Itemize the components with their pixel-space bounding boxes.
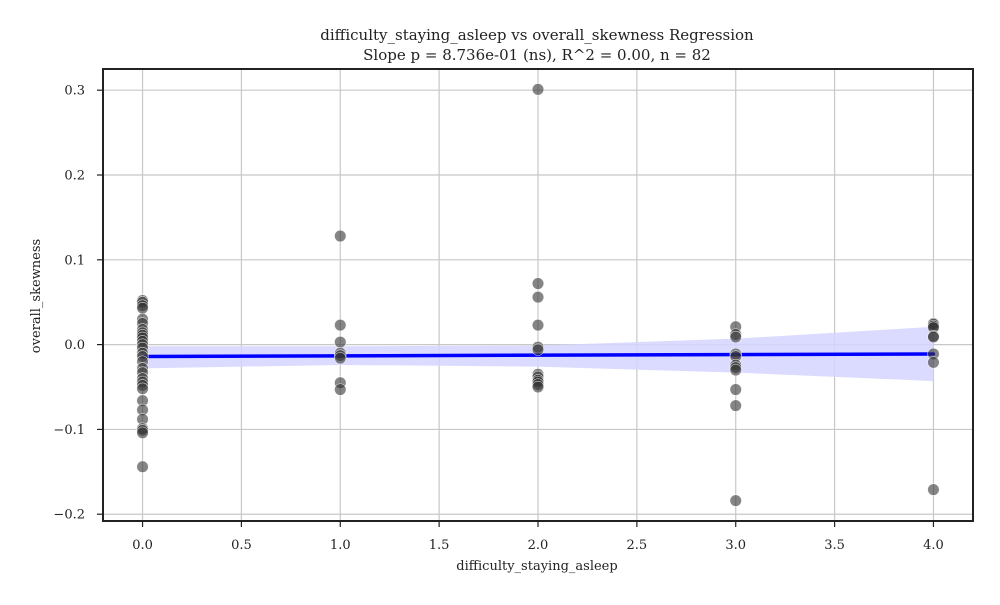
data-point-51 xyxy=(729,330,742,344)
x-axis-label: difficulty_staying_asleep xyxy=(456,559,617,574)
data-point-27 xyxy=(136,426,149,439)
data-point-29 xyxy=(334,229,347,243)
y-tick-label: 0.0 xyxy=(64,338,85,353)
x-tick-label: 0.5 xyxy=(231,538,252,553)
data-point-31 xyxy=(334,335,347,349)
data-point-30 xyxy=(334,319,347,332)
data-point-65 xyxy=(927,330,940,344)
data-point-38 xyxy=(531,277,545,290)
x-axis-ticks: 0.0 0.5 1.0 1.5 2.0 2.5 3.0 3.5 4.0 xyxy=(132,521,944,553)
data-point-67 xyxy=(927,356,940,369)
y-axis-ticks: −0.2 −0.1 0.0 0.1 0.2 0.3 xyxy=(53,84,103,523)
data-point-39 xyxy=(531,291,545,304)
scatter-points xyxy=(136,83,940,507)
y-tick-label: 0.2 xyxy=(64,169,85,184)
x-tick-label: 0.0 xyxy=(132,538,153,553)
x-tick-label: 2.0 xyxy=(528,538,549,553)
data-point-37 xyxy=(531,83,545,96)
data-point-36 xyxy=(334,383,347,396)
data-point-40 xyxy=(531,319,545,332)
y-axis-label: overall_skewness xyxy=(29,239,44,353)
data-point-57 xyxy=(729,383,742,396)
data-point-48 xyxy=(531,380,545,394)
y-tick-label: 0.1 xyxy=(64,253,85,268)
data-point-21 xyxy=(136,382,149,395)
x-tick-label: 3.0 xyxy=(725,538,746,553)
x-tick-label: 4.0 xyxy=(923,538,944,553)
grid-lines xyxy=(103,69,973,521)
data-point-68 xyxy=(927,483,940,496)
x-tick-label: 3.5 xyxy=(824,538,845,553)
x-tick-label: 1.5 xyxy=(429,538,450,553)
data-point-3 xyxy=(136,302,149,315)
y-tick-label: −0.2 xyxy=(53,508,85,523)
chart-subtitle: Slope p = 8.736e-01 (ns), R^2 = 0.00, n … xyxy=(363,46,711,64)
chart-title: difficulty_staying_asleep vs overall_ske… xyxy=(320,26,754,44)
data-point-34 xyxy=(334,352,347,365)
data-point-59 xyxy=(729,494,742,507)
x-tick-label: 2.5 xyxy=(627,538,648,553)
data-point-58 xyxy=(729,399,742,412)
data-point-42 xyxy=(531,343,545,356)
x-tick-label: 1.0 xyxy=(330,538,351,553)
data-point-56 xyxy=(729,363,742,377)
data-point-28 xyxy=(136,460,149,473)
y-tick-label: 0.3 xyxy=(64,84,85,99)
y-tick-label: −0.1 xyxy=(53,423,85,438)
